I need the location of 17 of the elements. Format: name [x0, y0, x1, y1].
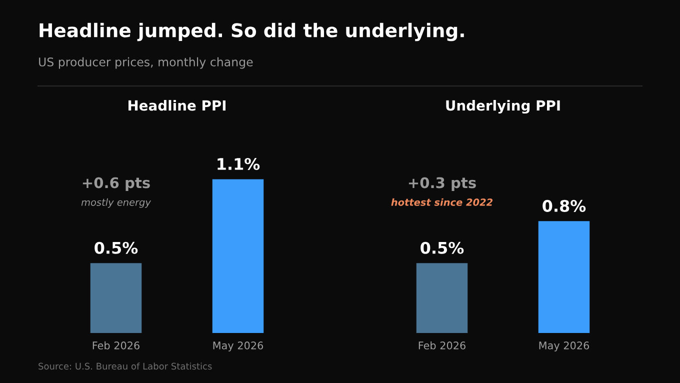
- x-tick-label: Feb 2026: [92, 341, 140, 350]
- text: hottest since 2022: [391, 198, 493, 206]
- annotation: +0.6 pts: [82, 177, 150, 192]
- x-tick-label: May 2026: [213, 342, 264, 352]
- annotation: mostly energy: [81, 198, 152, 208]
- text: US producer prices, monthly change: [39, 57, 253, 69]
- x-tick-label: Feb 2026: [418, 341, 466, 350]
- chart-title: Headline PPI: [128, 100, 226, 111]
- source-note: Source: U.S. Bureau of Labor Statistics: [38, 362, 212, 370]
- x-tick-label: May 2026: [539, 342, 590, 352]
- data-label: 0.5%: [94, 242, 138, 254]
- data-label: 1.1%: [218, 158, 260, 170]
- text: Headline jumped. So did the underlying.: [40, 22, 464, 42]
- data-label: 0.5%: [420, 242, 464, 254]
- chart-title: Underlying PPI: [446, 100, 560, 114]
- text: +0.3 pts: [408, 177, 476, 192]
- data-label: 0.8%: [542, 200, 586, 212]
